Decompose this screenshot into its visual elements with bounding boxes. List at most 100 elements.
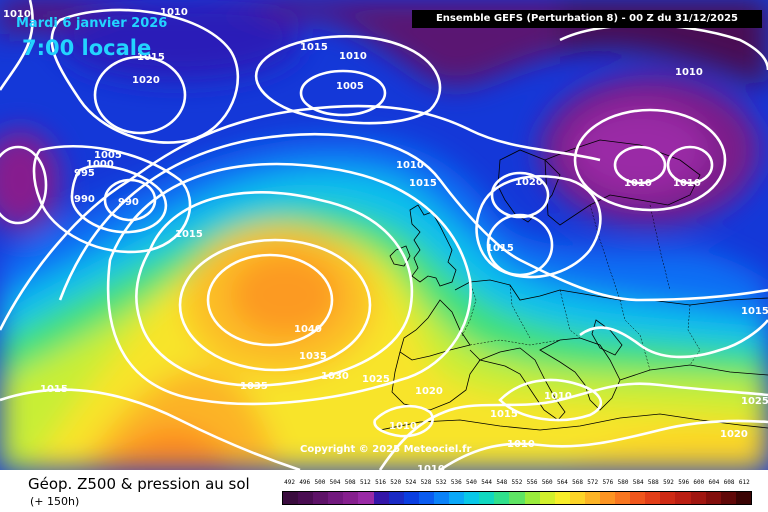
isobar-label: 1015 [300, 42, 328, 53]
isobar-label: 1015 [137, 52, 165, 63]
isobar-label: 1000 [86, 159, 114, 170]
scale-swatch [554, 492, 570, 504]
scale-label: 568 [572, 479, 583, 486]
isobar-label: 995 [74, 168, 95, 179]
isobar-label: 1040 [294, 324, 322, 335]
isobar-1010-wmed [373, 404, 434, 438]
isobar-label: 1020 [720, 429, 748, 440]
scale-swatch [584, 492, 600, 504]
isobar-label: 1010 [339, 51, 367, 62]
z500-color-field [0, 0, 768, 470]
scale-label: 592 [663, 479, 674, 486]
scale-swatch [479, 492, 495, 504]
scale-swatch [690, 492, 706, 504]
scale-swatch [494, 492, 510, 504]
isobar-label: 1015 [175, 229, 203, 240]
scale-swatch [313, 492, 329, 504]
isobar-1020-nw [93, 55, 187, 135]
color-scale-bar [282, 491, 752, 505]
scale-swatch [464, 492, 480, 504]
scale-label: 508 [344, 479, 356, 486]
isobar-1000 [32, 144, 192, 254]
isobar-1005-ru [613, 145, 667, 185]
field-title: Géop. Z500 & pression au sol [28, 475, 250, 493]
scale-label: 588 [647, 479, 659, 486]
scale-label: 600 [693, 479, 705, 486]
scale-label: 500 [314, 479, 326, 486]
isobar-1005-atl [299, 69, 387, 117]
isobar-1010-atl [254, 35, 442, 125]
scale-label: 596 [678, 479, 690, 486]
isobar-label: 990 [118, 197, 139, 208]
isobar-1015-nw [50, 8, 240, 144]
scale-swatch [720, 492, 736, 504]
scale-swatch [509, 492, 525, 504]
isobar-label: 1020 [415, 386, 443, 397]
scale-label: 608 [723, 479, 735, 486]
isobar-label: 1005 [94, 150, 122, 161]
scale-swatch [388, 492, 404, 504]
scale-swatch [539, 492, 555, 504]
isobar-label: 1025 [741, 396, 768, 407]
isobar-985-west [0, 145, 48, 225]
scale-swatch [660, 492, 676, 504]
scale-swatch [403, 492, 419, 504]
isobar-label: 1010 [3, 9, 31, 20]
isobar-1010-arctic [559, 23, 768, 71]
scale-label: 496 [299, 479, 311, 486]
scale-label: 584 [632, 479, 644, 486]
isobar-990 [103, 178, 157, 222]
scale-label: 544 [481, 479, 493, 486]
isobar-1010-west [0, 0, 34, 91]
isobars [0, 0, 768, 470]
isobar-label: 1030 [321, 371, 349, 382]
legend-footer: Géop. Z500 & pression au sol (+ 150h) 49… [0, 470, 768, 512]
isobar-label: 1010 [675, 67, 703, 78]
isobar-label: 1015 [409, 178, 437, 189]
isobar-1030 [135, 191, 414, 387]
scale-label: 520 [390, 479, 402, 486]
scale-label: 556 [526, 479, 538, 486]
color-scale-labels: 492 496 500 504 508 512 516 520 524 528 532 536 540 5… [282, 478, 752, 490]
isobar-label: 1015 [490, 409, 518, 420]
isobar-label: 1035 [299, 351, 327, 362]
map-area: 1010 1010 1015 1020 1005 1000 995 990 990 1015 101… [0, 0, 768, 470]
scale-label: 572 [587, 479, 599, 486]
isobar-1010-ru [573, 108, 727, 212]
scale-swatch [283, 492, 299, 504]
isobar-1040 [206, 253, 334, 347]
scale-swatch [298, 492, 314, 504]
isobar-label: 1015 [486, 243, 514, 254]
isobar-label: 1010 [507, 439, 535, 450]
isobar-995 [70, 164, 168, 234]
scale-label: 604 [708, 479, 720, 486]
isobar-label: 1010 [544, 391, 572, 402]
scale-swatch [675, 492, 691, 504]
isobar-1035 [178, 238, 372, 372]
scale-swatch [630, 492, 646, 504]
scale-label: 504 [329, 479, 341, 486]
scale-label: 612 [738, 479, 750, 486]
scale-label: 564 [556, 479, 568, 486]
scale-label: 540 [466, 479, 477, 486]
scale-label: 512 [359, 479, 371, 486]
isobar-label: 1020 [132, 75, 160, 86]
borders [461, 204, 701, 371]
isobar-label: 1005 [336, 81, 364, 92]
isobar-label: 1010 [624, 178, 652, 189]
scale-label: 576 [602, 479, 614, 486]
isobar-label: 990 [74, 194, 95, 205]
scale-label: 516 [375, 479, 386, 486]
scale-label: 548 [496, 479, 508, 486]
geopotential-map [0, 0, 768, 470]
scale-swatch [433, 492, 450, 504]
forecast-time: 7:00 locale [22, 36, 152, 60]
model-run-banner: Ensemble GEFS (Perturbation 8) - 00 Z du… [412, 10, 762, 28]
isobar-label: 1010 [160, 7, 188, 18]
isobar-1020-nsea [490, 171, 550, 219]
isobar-label: 1035 [240, 381, 268, 392]
scale-swatch [343, 492, 359, 504]
copyright-notice: Copyright © 2025 Meteociel.fr [300, 444, 472, 455]
isobar-1015-med [378, 382, 768, 470]
